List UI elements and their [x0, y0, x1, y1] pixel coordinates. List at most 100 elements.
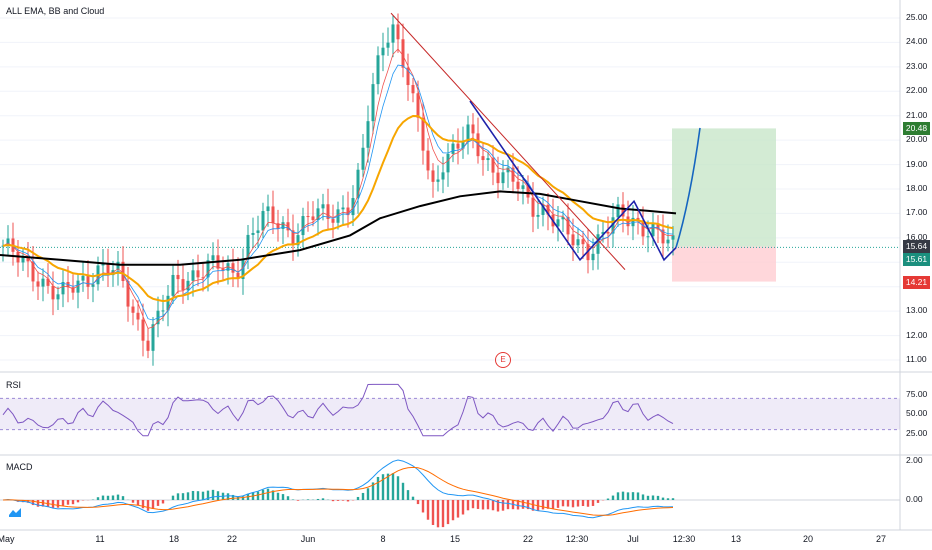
candle-body [71, 287, 75, 293]
candle-body [41, 278, 45, 287]
macd-histogram-bar [161, 500, 165, 504]
price-tick-label: 23.00 [906, 60, 928, 71]
candle-body [421, 117, 425, 151]
macd-histogram-bar [151, 500, 155, 510]
candle-body [611, 217, 615, 234]
macd-histogram-bar [541, 500, 545, 510]
candle-body [131, 306, 135, 313]
macd-histogram-bar [531, 500, 535, 511]
rsi-line [2, 383, 674, 437]
candle-body [436, 179, 440, 182]
candle-body [371, 84, 375, 122]
macd-histogram-bar [256, 491, 260, 500]
candle-body [411, 85, 415, 94]
macd-histogram-bar [76, 500, 80, 503]
candle-body [311, 216, 315, 221]
macd-histogram-bar [631, 492, 635, 500]
macd-histogram-bar [146, 500, 150, 511]
candle-body [581, 239, 585, 245]
macd-histogram-bar [641, 494, 645, 500]
rsi-label: RSI [6, 380, 22, 390]
candle-body [511, 167, 515, 182]
candle-body [236, 272, 240, 280]
macd-histogram-bar [316, 498, 320, 500]
macd-histogram-bar [106, 495, 110, 500]
candle-body [356, 169, 360, 199]
candle-body [166, 295, 170, 311]
macd-histogram-bar [136, 500, 140, 505]
candle-body [426, 150, 430, 171]
macd-histogram-bar [421, 500, 425, 513]
price-tick-label: 22.00 [906, 85, 928, 96]
macd-histogram-bar [191, 490, 195, 500]
candle-body [496, 172, 500, 184]
candle-body [6, 238, 10, 246]
macd-histogram-bar [446, 500, 450, 525]
macd-histogram-bar [366, 488, 370, 500]
macd-histogram-bar [626, 492, 630, 500]
candle-body [276, 223, 280, 229]
macd-histogram-bar [336, 500, 340, 501]
stop-price-tag: 14.21 [903, 276, 930, 289]
ema-slow [0, 190, 677, 266]
candle-body [556, 219, 560, 227]
macd-histogram-bar [621, 491, 625, 500]
time-tick-label: Jul [627, 534, 639, 544]
macd-histogram-bar [501, 500, 505, 511]
ema-fast-red [2, 48, 674, 329]
candle-body [136, 312, 140, 320]
time-tick-label: 15 [449, 534, 461, 544]
target-price-tag: 20.48 [903, 122, 930, 135]
macd-histogram-bar [171, 495, 175, 500]
candle-body [471, 124, 475, 134]
candle-body [406, 67, 410, 86]
macd-histogram-bar [156, 500, 160, 506]
rsi-tick-label: 50.00 [906, 408, 928, 418]
candle-body [516, 181, 520, 189]
candle-body [491, 158, 495, 173]
price-line-tag: 15.61 [903, 253, 930, 266]
macd-histogram-bar [291, 499, 295, 500]
rsi-tick-label: 75.00 [906, 388, 928, 399]
macd-histogram-bar [551, 500, 555, 510]
candle-body [151, 324, 155, 351]
macd-histogram-bar [286, 496, 290, 500]
candle-body [56, 294, 60, 300]
macd-histogram-bar [566, 500, 570, 507]
candle-body [651, 224, 655, 237]
candle-body [531, 197, 535, 217]
macd-histogram-bar [226, 493, 230, 500]
candle-body [251, 232, 255, 235]
time-tick-label: 11 [95, 534, 105, 544]
macd-histogram-bar [121, 496, 125, 500]
target-zone [672, 128, 776, 247]
macd-histogram-bar [441, 500, 445, 528]
candle-body [231, 263, 235, 273]
candle-body [351, 198, 355, 216]
candle-body [506, 167, 510, 173]
candle-body [466, 124, 470, 142]
price-tick-label: 11.00 [906, 354, 927, 364]
price-tick-label: 25.00 [906, 12, 928, 22]
macd-histogram-bar [66, 500, 70, 505]
candle-body [521, 185, 525, 189]
macd-histogram-bar [481, 500, 485, 510]
candle-body [321, 204, 325, 209]
candle-body [271, 206, 275, 224]
price-tick-label: 18.00 [906, 183, 928, 193]
candle-body [396, 24, 400, 40]
candle-body [326, 204, 330, 220]
candle-body [416, 93, 420, 118]
trendline [390, 12, 626, 270]
macd-histogram-bar [111, 495, 115, 500]
projection-path [675, 127, 701, 248]
earnings-marker[interactable]: E [495, 352, 511, 368]
macd-histogram-bar [276, 492, 280, 500]
macd-histogram-bar [201, 491, 205, 500]
candle-body [301, 216, 305, 236]
candle-body [291, 230, 295, 246]
price-tick-label: 19.00 [906, 158, 928, 169]
candle-body [616, 204, 620, 218]
macd-histogram-bar [526, 500, 530, 510]
